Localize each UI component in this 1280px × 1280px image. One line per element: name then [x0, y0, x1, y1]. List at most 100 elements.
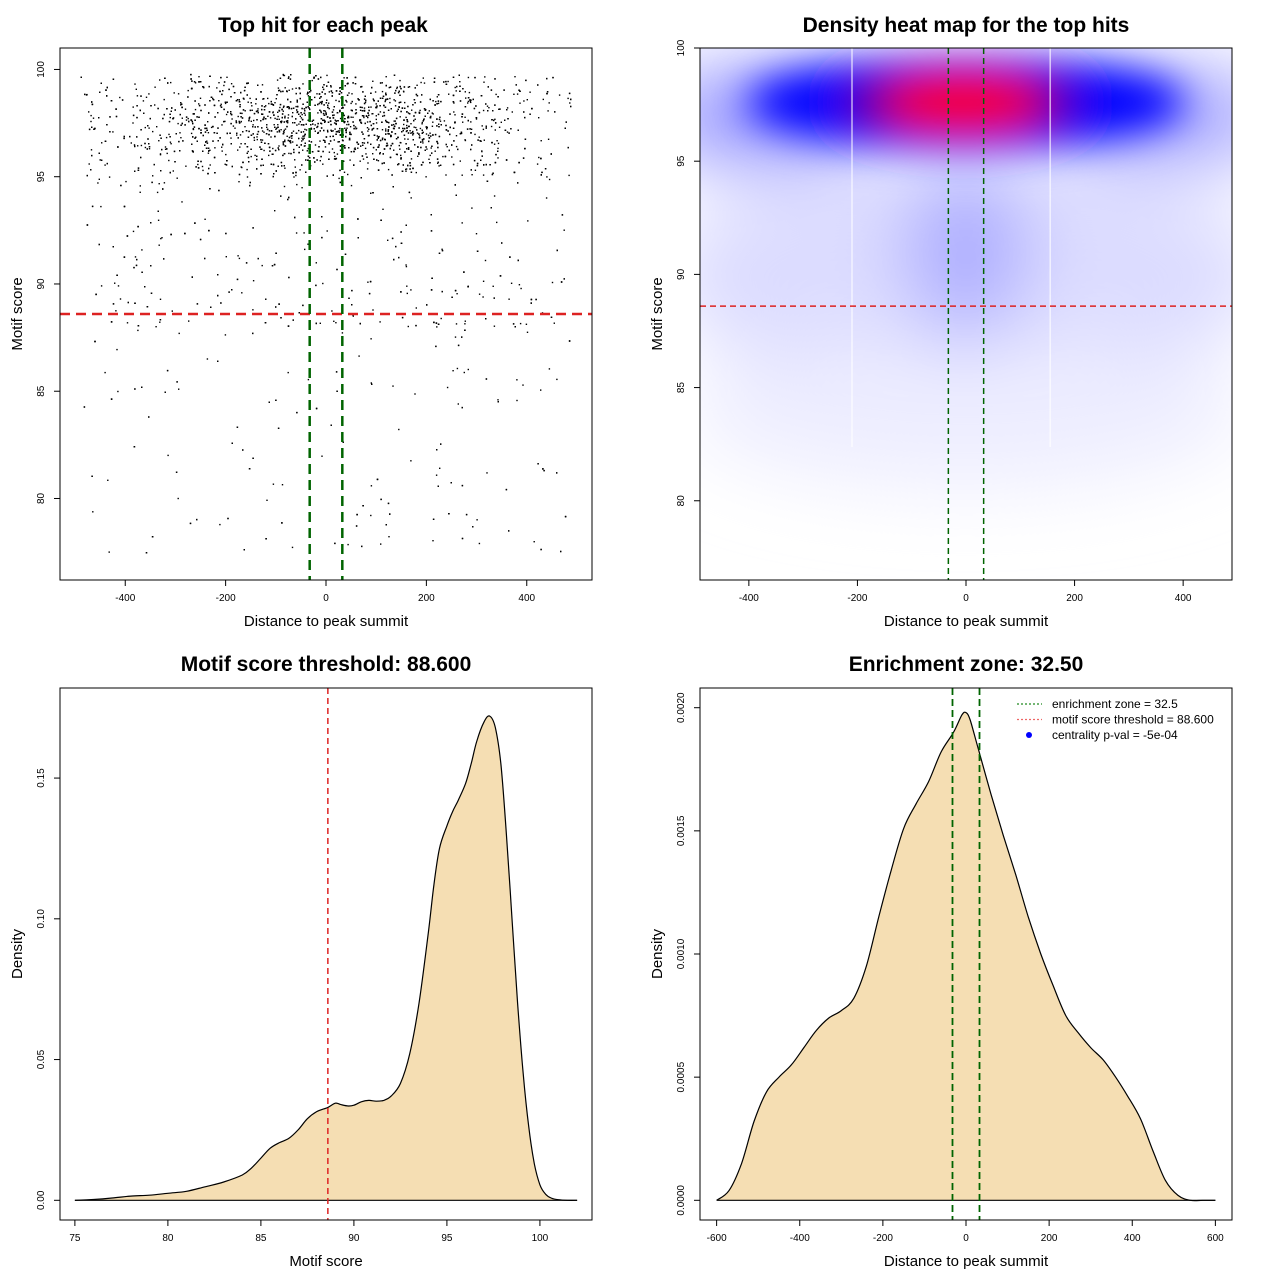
scatter-point	[531, 107, 533, 110]
scatter-point	[535, 298, 537, 301]
scatter-point	[303, 137, 305, 139]
x-tick-label: 400	[1124, 1233, 1141, 1244]
scatter-point	[426, 126, 428, 129]
scatter-point	[323, 114, 326, 116]
scatter-point	[88, 163, 90, 165]
scatter-point	[255, 103, 257, 105]
scatter-point	[459, 81, 461, 83]
scatter-point	[400, 158, 402, 160]
scatter-point	[538, 156, 540, 159]
scatter-point	[283, 185, 286, 188]
scatter-point	[276, 94, 278, 96]
scatter-point	[495, 122, 497, 124]
scatter-point	[359, 119, 361, 122]
scatter-point	[413, 115, 415, 117]
scatter-point	[397, 108, 399, 111]
scatter-point	[461, 537, 464, 540]
scatter-point	[126, 235, 129, 237]
scatter-point	[370, 338, 372, 340]
scatter-point	[117, 146, 119, 148]
scatter-point	[353, 150, 355, 153]
scatter-point	[333, 139, 335, 141]
legend-item: enrichment zone = 32.5	[1017, 697, 1178, 711]
scatter-point	[298, 87, 301, 90]
x-tick-label: -400	[790, 1233, 810, 1244]
scatter-point	[90, 114, 92, 117]
scatter-point	[204, 104, 206, 106]
scatter-point	[322, 86, 324, 88]
scatter-point	[108, 176, 111, 178]
scatter-point	[407, 148, 410, 150]
scatter-point	[321, 455, 323, 457]
y-tick-label: 0.00	[36, 1190, 47, 1210]
scatter-point	[170, 143, 172, 145]
scatter-point	[254, 154, 256, 157]
scatter-point	[303, 145, 306, 147]
scatter-point	[287, 114, 290, 116]
scatter-point	[326, 74, 328, 77]
scatter-point	[432, 540, 434, 542]
scatter-point	[401, 131, 403, 133]
scatter-point	[237, 149, 239, 151]
scatter-point	[315, 407, 318, 410]
scatter-point	[230, 113, 233, 116]
scatter-point	[390, 134, 392, 137]
scatter-point	[280, 121, 282, 123]
scatter-point	[436, 125, 438, 127]
scatter-point	[526, 331, 529, 333]
scatter-point	[252, 126, 254, 128]
scatter-point	[121, 99, 124, 101]
scatter-point	[150, 292, 153, 294]
scatter-point	[530, 302, 532, 304]
scatter-point	[470, 99, 472, 101]
scatter-point	[225, 256, 227, 258]
scatter-point	[385, 94, 387, 96]
scatter-point	[268, 130, 271, 132]
scatter-point	[170, 233, 172, 236]
scatter-point	[386, 98, 389, 100]
scatter-point	[513, 93, 515, 95]
scatter-point	[136, 105, 138, 107]
scatter-point	[408, 191, 411, 194]
scatter-point	[436, 96, 438, 98]
scatter-point	[348, 139, 351, 141]
scatter-point	[257, 111, 259, 114]
scatter-point	[468, 91, 471, 94]
scatter-point	[133, 144, 136, 146]
scatter-point	[377, 146, 379, 148]
scatter-point	[433, 321, 435, 324]
scatter-point	[226, 160, 228, 162]
scatter-point	[344, 253, 347, 255]
scatter-point	[370, 143, 372, 145]
scatter-point	[398, 127, 400, 129]
scatter-point	[377, 113, 380, 116]
scatter-point	[321, 236, 323, 239]
scatter-point	[220, 302, 222, 304]
scatter-point	[461, 406, 463, 409]
scatter-point	[187, 89, 189, 92]
scatter-point	[135, 264, 138, 267]
scatter-point	[406, 119, 408, 121]
scatter-point	[163, 258, 165, 260]
scatter-point	[318, 102, 320, 105]
scatter-point	[130, 142, 132, 144]
scatter-point	[497, 157, 499, 159]
scatter-point	[552, 76, 554, 79]
scatter-point	[296, 99, 298, 101]
scatter-point	[271, 153, 274, 155]
x-tick-label: 0	[323, 593, 329, 604]
y-tick-label: 85	[676, 382, 687, 394]
scatter-point	[94, 127, 96, 130]
heatmap-core	[746, 54, 1186, 151]
scatter-point	[469, 128, 471, 130]
scatter-point	[225, 232, 227, 235]
scatter-point	[478, 111, 481, 114]
scatter-point	[252, 309, 254, 311]
scatter-point	[275, 399, 277, 401]
scatter-point	[376, 128, 379, 130]
scatter-point	[524, 116, 526, 119]
scatter-point	[363, 116, 365, 119]
scatter-point	[209, 100, 211, 102]
scatter-point	[302, 131, 305, 133]
scatter-point	[148, 416, 150, 418]
